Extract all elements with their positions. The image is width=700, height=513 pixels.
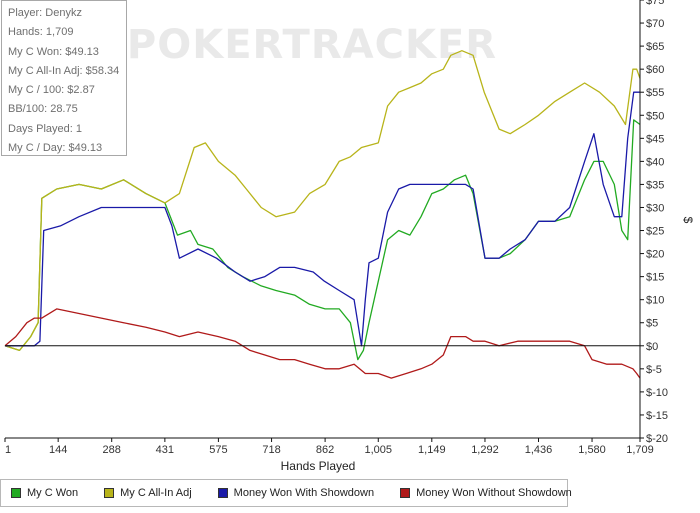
y-tick-label: $0 [646, 341, 658, 353]
y-tick-label: $25 [646, 226, 664, 238]
series-layer [4, 50, 641, 379]
x-tick-label: 288 [103, 444, 121, 456]
y-tick-label: $60 [646, 64, 664, 76]
y-tick-label: $20 [646, 249, 664, 261]
legend-item-my-c-won[interactable]: My C Won [11, 487, 78, 499]
legend-swatch-icon [217, 488, 228, 498]
y-tick-label: $-5 [646, 364, 662, 376]
x-tick-label: 1,005 [365, 444, 393, 456]
series-line-money-won-without-showdown [4, 308, 641, 379]
stat-allin-adj: My C All-In Adj: $58.34 [8, 64, 120, 77]
y-tick-label: $75 [646, 0, 664, 7]
y-tick-label: $-15 [646, 410, 668, 422]
legend-item-with-showdown[interactable]: Money Won With Showdown [217, 487, 375, 499]
x-tick-label: 144 [49, 444, 67, 456]
watermark-logo: POKERTRACKER [127, 22, 497, 68]
x-tick-label: 862 [316, 444, 334, 456]
legend-item-all-in-adj[interactable]: My C All-In Adj [104, 487, 192, 499]
y-tick-label: $30 [646, 202, 664, 214]
y-tick-label: $10 [646, 295, 664, 307]
stat-per-day: My C / Day: $49.13 [8, 142, 103, 155]
legend-swatch-icon [104, 488, 115, 498]
y-tick-label: $-10 [646, 387, 668, 399]
y-tick-label: $35 [646, 179, 664, 191]
stat-hands: Hands: 1,709 [8, 26, 74, 39]
y-tick-label: $40 [646, 156, 664, 168]
x-tick-label: 431 [156, 444, 174, 456]
x-axis-title: Hands Played [281, 459, 356, 473]
y-axis-title: $ [681, 217, 695, 224]
y-tick-label: $65 [646, 41, 664, 53]
x-tick-label: 1,709 [626, 444, 654, 456]
x-tick-label: 1 [5, 444, 11, 456]
legend-label: Money Won Without Showdown [416, 487, 572, 499]
legend-label: My C Won [27, 487, 79, 499]
player-stats-box: Player: Denykz Hands: 1,709 My C Won: $4… [1, 0, 127, 156]
legend-label: Money Won With Showdown [233, 487, 375, 499]
legend-swatch-icon [11, 488, 21, 498]
y-tick-label: $5 [646, 318, 658, 330]
y-tick-label: $70 [646, 18, 664, 30]
chart-legend: My C Won My C All-In Adj Money Won With … [0, 479, 572, 507]
y-tick-label: $-20 [646, 433, 668, 445]
x-tick-label: 718 [262, 444, 280, 456]
y-tick-label: $45 [646, 133, 664, 145]
stat-per-100: My C / 100: $2.87 [8, 84, 95, 97]
stat-days-played: Days Played: 1 [8, 122, 82, 135]
series-line-my-c-all-in-adj [4, 50, 641, 352]
axes-layer: $-20 $-15 $-10 $-5 $0 $5 $10 $15 $20 $25 $30 $35 $40… [4, 0, 668, 456]
x-tick-label: 1,292 [471, 444, 499, 456]
x-tick-label: 575 [209, 444, 227, 456]
x-tick-label: 1,436 [525, 444, 553, 456]
y-tick-label: $15 [646, 272, 664, 284]
stat-won: My C Won: $49.13 [8, 45, 99, 58]
stat-player: Player: Denykz [8, 7, 82, 19]
y-tick-label: $50 [646, 110, 664, 122]
x-tick-label: 1,580 [578, 444, 606, 456]
stat-bb-per-100: BB/100: 28.75 [8, 103, 78, 116]
x-tick-label: 1,149 [418, 444, 446, 456]
legend-label: My C All-In Adj [120, 487, 192, 499]
y-tick-label: $55 [646, 87, 664, 99]
series-line-money-won-with-showdown [5, 91, 640, 347]
legend-swatch-icon [400, 488, 411, 498]
legend-item-without-showdown[interactable]: Money Won Without Showdown [400, 487, 572, 499]
